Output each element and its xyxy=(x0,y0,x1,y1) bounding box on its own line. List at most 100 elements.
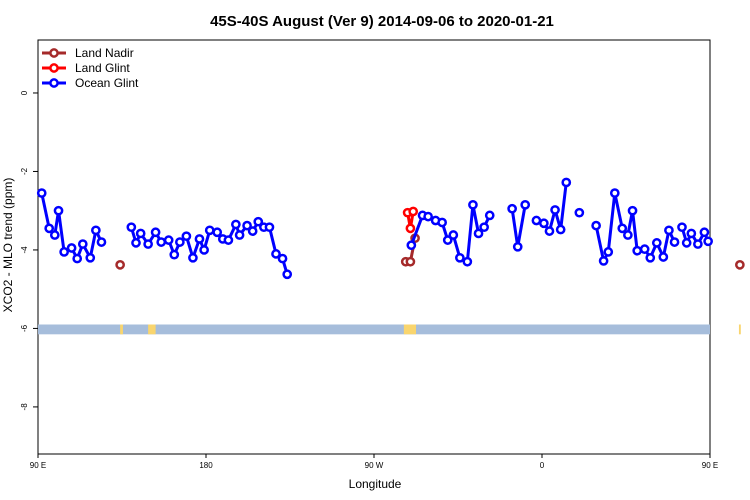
legend-item: Ocean Glint xyxy=(42,76,139,90)
x-tick-label: 0 xyxy=(540,461,545,470)
map-land xyxy=(403,324,416,335)
data-point xyxy=(699,227,710,238)
legend-label: Land Nadir xyxy=(75,46,134,60)
data-point xyxy=(520,199,531,210)
series-land-glint xyxy=(402,206,419,234)
data-point xyxy=(627,205,638,216)
y-tick-label: 0 xyxy=(20,90,29,95)
x-tick-label: 90 W xyxy=(365,461,384,470)
map-ocean xyxy=(38,324,710,335)
data-point xyxy=(169,249,180,260)
x-axis: 90 E 180 90 W 0 90 E xyxy=(30,454,718,470)
data-point xyxy=(468,199,478,210)
data-point xyxy=(175,237,185,247)
data-point xyxy=(462,256,473,267)
data-point xyxy=(448,230,459,240)
y-tick-label: -4 xyxy=(20,246,29,254)
data-point xyxy=(664,225,674,236)
data-point xyxy=(72,253,83,264)
data-point xyxy=(91,225,101,236)
data-point xyxy=(264,222,275,233)
legend-item: Land Nadir xyxy=(42,46,134,60)
legend-label: Land Glint xyxy=(75,61,130,75)
legend-item: Land Glint xyxy=(42,61,130,75)
data-point xyxy=(555,224,566,235)
y-tick-label: -2 xyxy=(20,167,29,175)
data-point xyxy=(539,218,549,229)
data-point xyxy=(603,247,614,257)
y-axis-label: XCO2 - MLO trend (ppm) xyxy=(1,178,15,313)
data-point xyxy=(181,231,192,242)
data-point xyxy=(623,230,633,240)
data-point xyxy=(681,238,692,248)
data-point xyxy=(77,239,88,249)
data-point xyxy=(53,205,64,216)
data-point xyxy=(405,223,416,234)
data-point xyxy=(131,238,141,248)
y-tick-label: -6 xyxy=(20,324,29,332)
legend-marker xyxy=(49,63,59,73)
legend-label: Ocean Glint xyxy=(75,76,139,90)
data-point xyxy=(66,243,77,253)
data-point xyxy=(423,211,433,222)
data-point xyxy=(231,219,241,230)
data-point xyxy=(531,215,542,226)
data-point xyxy=(188,252,198,263)
legend-marker xyxy=(49,78,59,88)
data-point xyxy=(199,245,209,255)
data-point xyxy=(651,238,662,248)
data-point xyxy=(677,222,687,233)
data-point xyxy=(574,207,585,218)
data-point xyxy=(507,203,517,214)
data-point xyxy=(473,228,484,239)
data-point xyxy=(59,247,69,257)
data-point xyxy=(658,252,669,262)
data-point xyxy=(598,256,609,266)
data-point xyxy=(479,222,489,233)
data-point xyxy=(194,234,205,244)
data-point xyxy=(204,225,215,236)
data-point xyxy=(135,228,146,239)
data-point xyxy=(703,236,713,247)
data-point xyxy=(609,188,620,198)
data-point xyxy=(271,249,281,259)
x-tick-label: 90 E xyxy=(702,461,718,470)
series-land-nadir xyxy=(115,233,745,270)
data-point xyxy=(484,210,495,221)
data-point xyxy=(512,241,523,252)
data-point xyxy=(686,228,697,239)
data-point xyxy=(550,205,560,215)
y-tick-label: -8 xyxy=(20,403,29,411)
data-point xyxy=(632,245,643,256)
legend-marker xyxy=(49,48,59,58)
data-point xyxy=(44,223,55,234)
data-point xyxy=(49,230,60,240)
data-point xyxy=(617,223,628,234)
data-point xyxy=(639,244,650,255)
data-point xyxy=(223,235,234,245)
data-point xyxy=(36,188,47,198)
series-layer xyxy=(36,177,745,280)
x-tick-label: 180 xyxy=(199,461,213,470)
chart-title: 45S-40S August (Ver 9) 2014-09-06 to 202… xyxy=(210,13,554,30)
data-point xyxy=(242,220,252,231)
data-point xyxy=(247,226,258,236)
y-axis: 0 -2 -4 -6 -8 xyxy=(20,90,38,410)
series-ocean-glint xyxy=(36,177,713,280)
map-land xyxy=(120,324,123,335)
data-point xyxy=(85,252,96,263)
data-point xyxy=(277,253,288,264)
data-point xyxy=(405,256,416,267)
map-land xyxy=(148,324,156,335)
data-point xyxy=(669,237,680,247)
data-point xyxy=(234,230,245,240)
map-strip xyxy=(38,324,741,335)
data-point xyxy=(437,217,447,228)
data-point xyxy=(212,227,223,238)
data-point xyxy=(96,237,107,247)
x-axis-label: Longitude xyxy=(349,477,402,491)
data-point xyxy=(591,220,601,231)
map-land xyxy=(738,324,741,335)
